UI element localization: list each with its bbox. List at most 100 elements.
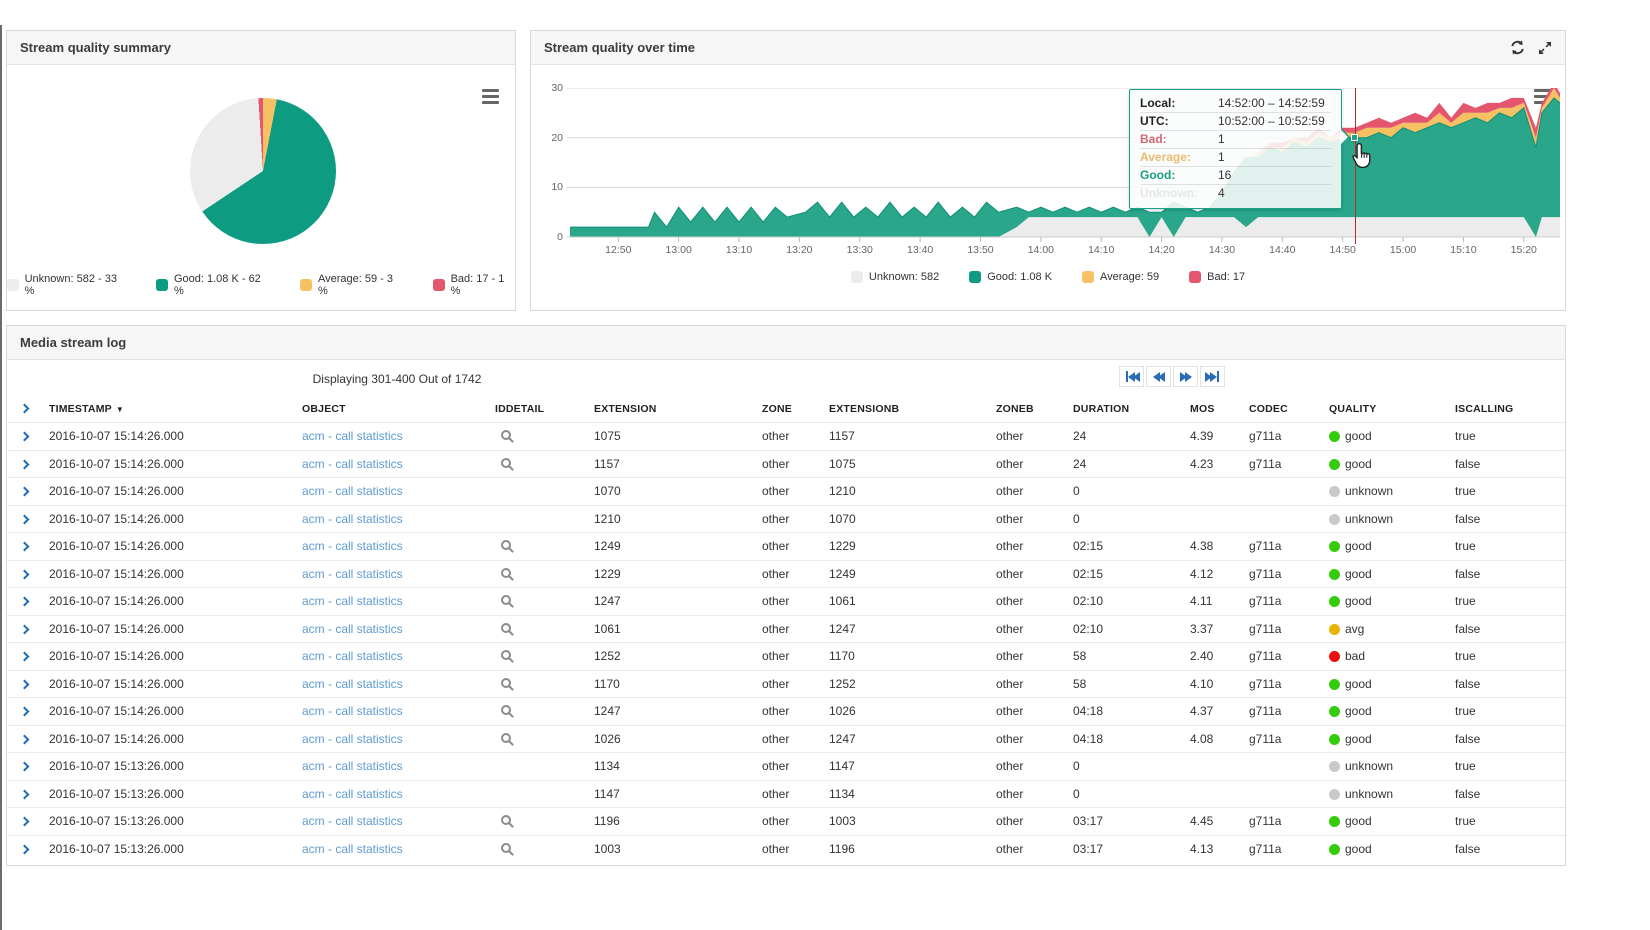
detail-search-icon[interactable] xyxy=(501,842,511,853)
legend-item-average[interactable]: Average: 59 - 3 % xyxy=(300,273,403,297)
expand-all-icon[interactable] xyxy=(19,403,30,414)
cell-extension: 1134 xyxy=(594,759,620,774)
row-expand-icon[interactable] xyxy=(19,651,30,662)
column-header-iscalling[interactable]: ISCALLING xyxy=(1455,403,1514,415)
pie-chart-menu-icon[interactable] xyxy=(482,89,499,104)
detail-search-icon[interactable] xyxy=(501,732,511,743)
refresh-icon[interactable] xyxy=(1510,40,1525,55)
summary-panel-header: Stream quality summary xyxy=(7,31,515,65)
object-link[interactable]: acm - call statistics xyxy=(302,786,403,801)
row-expand-icon[interactable] xyxy=(19,486,30,497)
column-header-object[interactable]: OBJECT xyxy=(302,403,346,415)
page-last-button[interactable] xyxy=(1200,366,1225,387)
overtime-panel-header: Stream quality over time xyxy=(531,31,1565,65)
tooltip-row-value: 1 xyxy=(1218,150,1225,164)
object-link[interactable]: acm - call statistics xyxy=(302,511,403,526)
legend-item-bad[interactable]: Bad: 17 - 1 % xyxy=(432,273,515,297)
row-expand-icon[interactable] xyxy=(19,816,30,827)
legend-item-bad[interactable]: Bad: 17 xyxy=(1189,271,1245,283)
page-previous-button[interactable] xyxy=(1146,366,1171,387)
cell-iscalling: true xyxy=(1455,594,1476,609)
column-header-iddetail[interactable]: IDDETAIL xyxy=(495,403,545,415)
y-tick-label: 10 xyxy=(551,181,563,194)
column-header-extension[interactable]: EXTENSION xyxy=(594,403,657,415)
object-link[interactable]: acm - call statistics xyxy=(302,429,403,444)
cell-zone: other xyxy=(762,566,790,581)
cell-extension: 1061 xyxy=(594,621,621,636)
detail-search-icon[interactable] xyxy=(501,622,511,633)
object-link[interactable]: acm - call statistics xyxy=(302,456,403,471)
detail-search-icon[interactable] xyxy=(501,567,511,578)
column-header-zone[interactable]: ZONE xyxy=(762,403,792,415)
object-link[interactable]: acm - call statistics xyxy=(302,621,403,636)
legend-item-unknown[interactable]: Unknown: 582 - 33 % xyxy=(7,273,126,297)
page-next-button[interactable] xyxy=(1173,366,1198,387)
column-header-timestamp[interactable]: TIMESTAMP ▼ xyxy=(49,403,124,415)
cell-extension: 1247 xyxy=(594,594,621,609)
cell-zoneb: other xyxy=(996,786,1024,801)
tooltip-row-label: Bad: xyxy=(1140,132,1167,146)
detail-search-icon[interactable] xyxy=(501,457,511,468)
object-link[interactable]: acm - call statistics xyxy=(302,676,403,691)
expand-icon[interactable] xyxy=(1538,41,1552,55)
row-expand-icon[interactable] xyxy=(19,789,30,800)
object-link[interactable]: acm - call statistics xyxy=(302,649,403,664)
tooltip-callout-arrow xyxy=(1340,128,1350,146)
row-expand-icon[interactable] xyxy=(19,706,30,717)
row-expand-icon[interactable] xyxy=(19,844,30,855)
column-header-extensionb[interactable]: EXTENSIONB xyxy=(829,403,900,415)
row-expand-icon[interactable] xyxy=(19,541,30,552)
object-link[interactable]: acm - call statistics xyxy=(302,731,403,746)
detail-search-icon[interactable] xyxy=(501,540,511,551)
detail-search-icon[interactable] xyxy=(501,430,511,441)
detail-search-icon[interactable] xyxy=(501,815,511,826)
object-link[interactable]: acm - call statistics xyxy=(302,484,403,499)
cell-duration: 02:10 xyxy=(1073,621,1104,636)
pagination xyxy=(1119,366,1225,387)
legend-item-good[interactable]: Good: 1.08 K xyxy=(969,271,1052,283)
object-link[interactable]: acm - call statistics xyxy=(302,704,403,719)
row-expand-icon[interactable] xyxy=(19,734,30,745)
cell-iscalling: false xyxy=(1455,566,1481,581)
row-expand-icon[interactable] xyxy=(19,624,30,635)
cell-extensionb: 1247 xyxy=(829,621,856,636)
row-expand-icon[interactable] xyxy=(19,459,30,470)
cell-quality: good xyxy=(1329,814,1455,828)
quality-area-chart[interactable] xyxy=(567,88,1560,244)
column-header-mos[interactable]: MOS xyxy=(1190,403,1215,415)
page-first-button[interactable] xyxy=(1119,366,1144,387)
column-header-zoneb[interactable]: ZONEB xyxy=(996,403,1034,415)
legend-item-good[interactable]: Good: 1.08 K - 62 % xyxy=(156,273,270,297)
row-expand-icon[interactable] xyxy=(19,431,30,442)
cell-iscalling: true xyxy=(1455,484,1476,499)
object-link[interactable]: acm - call statistics xyxy=(302,594,403,609)
cell-iscalling: true xyxy=(1455,814,1476,829)
detail-search-icon[interactable] xyxy=(501,677,511,688)
object-link[interactable]: acm - call statistics xyxy=(302,566,403,581)
cell-zone: other xyxy=(762,539,790,554)
object-link[interactable]: acm - call statistics xyxy=(302,759,403,774)
row-expand-icon[interactable] xyxy=(19,569,30,580)
row-expand-icon[interactable] xyxy=(19,761,30,772)
column-header-codec[interactable]: CODEC xyxy=(1249,403,1288,415)
legend-item-average[interactable]: Average: 59 xyxy=(1082,271,1159,283)
cell-mos: 2.40 xyxy=(1190,649,1214,664)
column-header-duration[interactable]: DURATION xyxy=(1073,403,1130,415)
object-link[interactable]: acm - call statistics xyxy=(302,539,403,554)
detail-search-icon[interactable] xyxy=(501,705,511,716)
row-expand-icon[interactable] xyxy=(19,679,30,690)
object-link[interactable]: acm - call statistics xyxy=(302,814,403,829)
cell-extensionb: 1061 xyxy=(829,594,856,609)
column-header-quality[interactable]: QUALITY xyxy=(1329,403,1377,415)
legend-item-unknown[interactable]: Unknown: 582 xyxy=(850,271,939,283)
legend-label: Bad: 17 - 1 % xyxy=(450,273,505,297)
row-expand-icon[interactable] xyxy=(19,514,30,525)
quality-pie-chart[interactable] xyxy=(190,98,336,244)
object-link[interactable]: acm - call statistics xyxy=(302,841,403,856)
cell-zoneb: other xyxy=(996,539,1024,554)
row-expand-icon[interactable] xyxy=(19,596,30,607)
mouse-cursor-hand xyxy=(1352,142,1371,168)
detail-search-icon[interactable] xyxy=(501,650,511,661)
detail-search-icon[interactable] xyxy=(501,595,511,606)
cell-quality: good xyxy=(1329,594,1455,608)
